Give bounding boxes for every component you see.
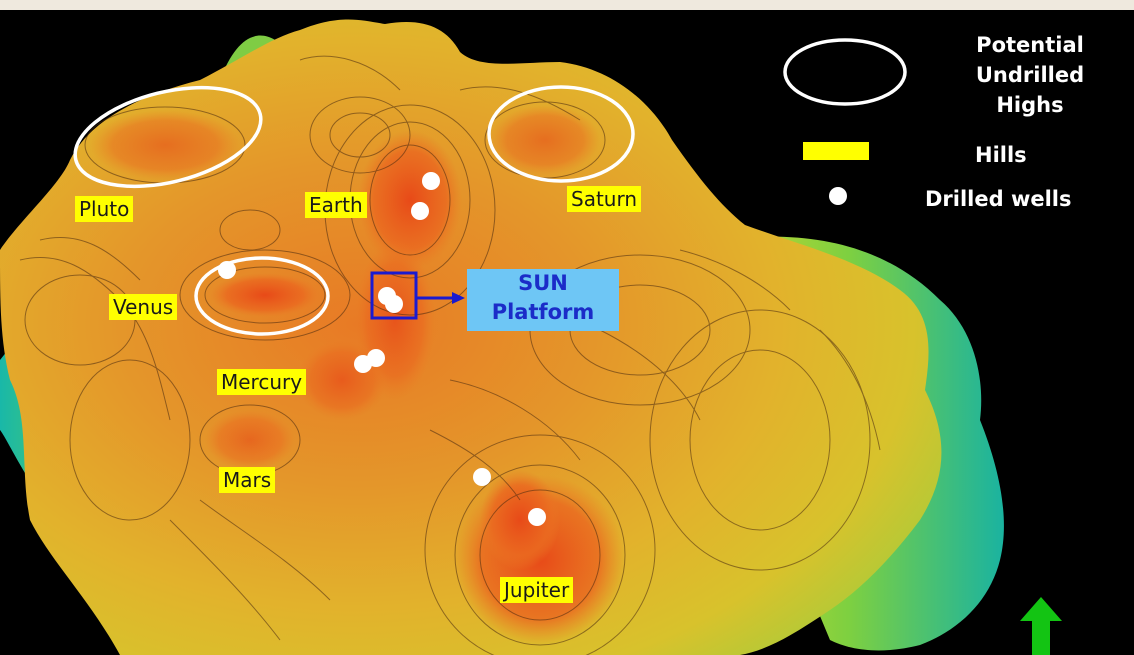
sun-platform-line1: SUN [518,271,568,295]
platform-arrow [452,292,465,304]
field-label-jupiter: Jupiter [500,577,574,603]
field-label-pluto: Pluto [75,196,134,222]
drilled-well-icon [473,468,491,486]
field-label-earth: Earth [305,192,367,218]
drilled-well-icon [528,508,546,526]
undrilled-highs [73,85,635,336]
undrilled-high-pluto [73,85,263,189]
legend-undrilled-line3: Highs [996,93,1064,117]
legend-wells-text: Drilled wells [925,187,1072,211]
sun-platform-label: SUN Platform [467,269,619,331]
field-label-venus: Venus [109,294,178,320]
drilled-well-icon [367,349,385,367]
drilled-well-icon [218,261,236,279]
drilled-well-icon [411,202,429,220]
field-label-saturn: Saturn [567,186,642,212]
undrilled-high-venus [194,256,330,336]
legend-undrilled-text: Potential Undrilled Highs [935,30,1125,120]
drilled-wells [218,172,546,526]
platform-box [370,271,418,320]
undrilled-high-saturn [487,85,635,183]
north-arrow-icon [1020,597,1062,655]
legend-undrilled-line1: Potential [976,33,1084,57]
legend-ellipse-icon [783,38,907,106]
sun-platform-line2: Platform [491,300,595,324]
surface-body [0,19,942,655]
field-label-mercury: Mercury [217,369,307,395]
drilled-well-icon [385,295,403,313]
legend-hills-swatch [803,142,869,160]
legend-well-icon [829,187,847,205]
top-border [0,0,1134,10]
legend-hills-text: Hills [975,143,1027,167]
legend-undrilled-line2: Undrilled [975,63,1085,87]
drilled-well-icon [422,172,440,190]
field-label-mars: Mars [219,467,276,493]
